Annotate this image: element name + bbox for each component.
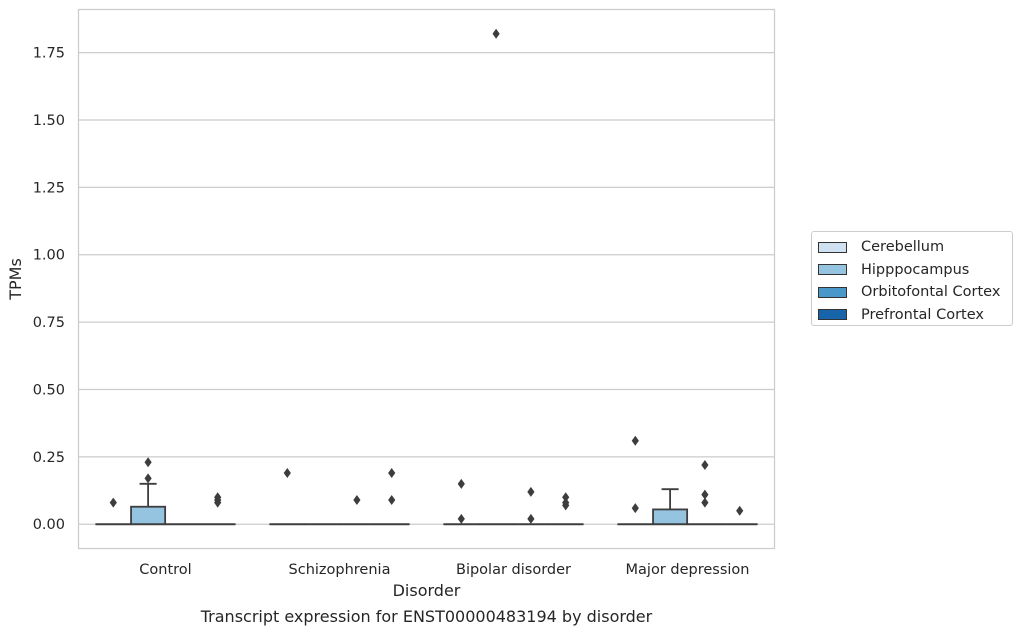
- legend-swatch: [818, 241, 847, 253]
- legend-label: Orbitofontal Cortex: [861, 284, 1001, 301]
- box-prefrontal-cortex: [373, 468, 410, 526]
- outlier-point: [457, 513, 465, 524]
- outlier-point: [144, 457, 152, 468]
- outlier-point: [388, 468, 396, 479]
- y-tick-labels: 0.00 0.25 0.50 0.75 1.00 1.25 1.50 1.75: [33, 46, 65, 534]
- box-prefrontal-cortex: [547, 492, 584, 526]
- y-tick-label: 1.50: [33, 113, 65, 129]
- outlier-point: [701, 497, 709, 508]
- x-axis-label: Disorder: [393, 581, 461, 600]
- legend-item: Hipppocampus: [818, 259, 1012, 282]
- outlier-point: [631, 503, 639, 514]
- outlier-point: [527, 513, 535, 524]
- legend-label: Prefrontal Cortex: [861, 306, 984, 323]
- outlier-point: [283, 468, 291, 479]
- outlier-point: [353, 494, 361, 505]
- y-tick-label: 0.00: [33, 517, 65, 533]
- box-hipppocampus: [130, 457, 167, 526]
- legend-swatch: [818, 264, 847, 276]
- outlier-point: [214, 492, 222, 503]
- x-tick-label: Bipolar disorder: [456, 562, 571, 578]
- y-tick-label: 1.00: [33, 248, 65, 264]
- legend-swatch: [818, 286, 847, 298]
- legend-label: Cerebellum: [861, 239, 945, 256]
- outlier-point: [631, 435, 639, 446]
- y-tick-label: 1.75: [33, 46, 65, 62]
- x-tick-label: Schizophrenia: [289, 562, 391, 578]
- y-tick-label: 1.25: [33, 180, 65, 196]
- outlier-point: [144, 473, 152, 484]
- x-tick-labels: Control Schizophrenia Bipolar disorder Majo…: [139, 562, 749, 578]
- chart-caption: Transcript expression for ENST0000048319…: [200, 607, 653, 626]
- outlier-point: [388, 494, 396, 505]
- outlier-point: [109, 497, 117, 508]
- legend: Cerebellum Hipppocampus Orbitofontal Corte…: [811, 231, 1013, 326]
- box-prefrontal-cortex: [721, 505, 758, 526]
- y-tick-label: 0.50: [33, 382, 65, 398]
- outlier-point: [457, 478, 465, 489]
- box-orbitofontal-cortex: [686, 459, 723, 526]
- y-tick-label: 0.25: [33, 450, 65, 466]
- plot-area: [77, 8, 776, 550]
- outlier-point: [562, 497, 570, 508]
- x-tick-label: Major depression: [626, 562, 750, 578]
- y-axis-label: TPMs: [6, 258, 25, 301]
- box-body: [130, 505, 167, 526]
- box-prefrontal-cortex: [199, 492, 236, 526]
- outlier-point: [701, 489, 709, 500]
- outlier-point: [562, 492, 570, 503]
- outlier-point: [527, 486, 535, 497]
- legend-label: Hipppocampus: [861, 261, 970, 278]
- outlier-point: [701, 459, 709, 470]
- legend-swatch: [818, 309, 847, 321]
- legend-item: Prefrontal Cortex: [818, 304, 1012, 327]
- x-tick-label: Control: [139, 562, 191, 578]
- legend-item: Orbitofontal Cortex: [818, 281, 1012, 304]
- outlier-point: [736, 505, 744, 516]
- box-hipppocampus: [652, 488, 689, 526]
- box-body: [652, 508, 689, 526]
- outlier-point: [492, 28, 500, 39]
- legend-item: Cerebellum: [818, 236, 1012, 259]
- y-tick-label: 0.75: [33, 315, 65, 331]
- box-series: [95, 28, 758, 526]
